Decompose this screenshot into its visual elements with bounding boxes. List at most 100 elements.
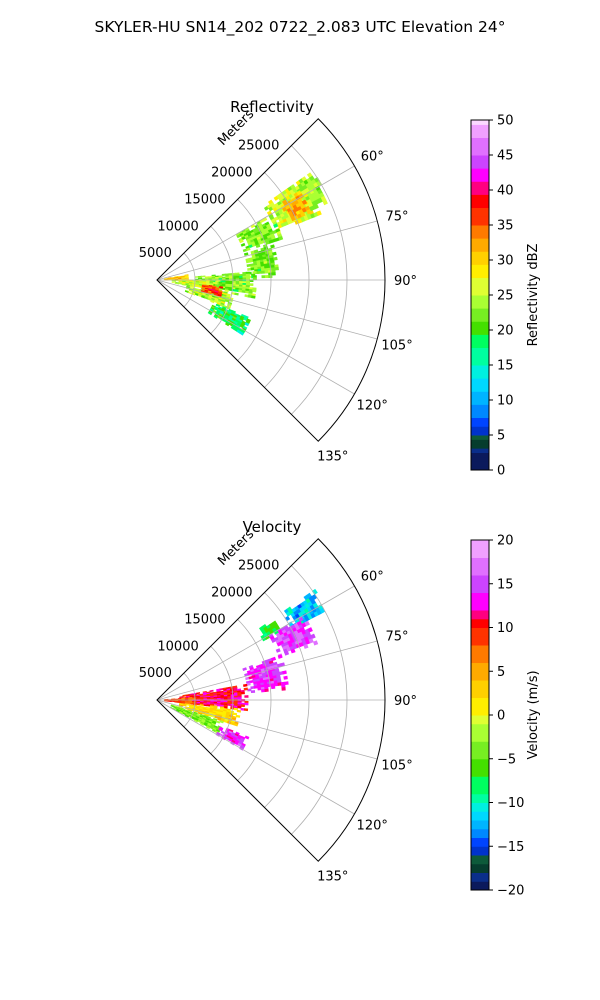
echo-cell — [322, 199, 328, 206]
echo-cell — [175, 280, 180, 282]
colorbar-swatch — [471, 286, 489, 292]
echo-cell — [181, 702, 186, 704]
colorbar-tick-label: 10 — [497, 394, 514, 409]
echo-cell — [274, 682, 279, 687]
colorbar-label: Velocity (m/s) — [526, 670, 541, 759]
colorbar-swatch — [471, 837, 489, 843]
colorbar-swatch — [471, 159, 489, 165]
echo-cell — [174, 282, 180, 285]
colorbar-swatch — [471, 211, 489, 217]
echo-cell — [303, 643, 309, 649]
colorbar-swatch — [471, 238, 489, 244]
colorbar-swatch — [471, 303, 489, 309]
colorbar-swatch — [471, 351, 489, 357]
echo-cell — [234, 292, 239, 296]
echo-cell — [223, 706, 228, 709]
colorbar-swatch — [471, 260, 489, 265]
colorbar-tick-label: −5 — [497, 752, 516, 767]
colorbar-tick-label: 30 — [497, 254, 514, 269]
colorbar-swatch — [471, 264, 489, 270]
colorbar-swatch — [471, 290, 489, 296]
colorbar-swatch — [471, 308, 489, 314]
echo-cell — [261, 689, 266, 693]
echo-cell — [284, 651, 290, 656]
colorbar-tick-label: 15 — [497, 359, 514, 374]
echo-cell — [201, 286, 206, 289]
colorbar-swatch — [471, 601, 489, 607]
panel-title: Reflectivity — [230, 98, 314, 116]
echo-cell — [164, 700, 169, 702]
colorbar-swatch — [471, 386, 489, 392]
angle-tick-label: 135° — [317, 870, 348, 885]
panel-title: Velocity — [243, 518, 302, 536]
colorbar-swatch — [471, 548, 489, 554]
colorbar-swatch — [471, 417, 489, 423]
sector-outline — [156, 118, 386, 442]
echo-cell — [261, 275, 266, 279]
echo-cell — [244, 702, 249, 706]
colorbar-swatch — [471, 658, 489, 664]
echo-cell — [233, 723, 239, 727]
echo-cell — [209, 689, 214, 693]
colorbar-swatch — [471, 343, 489, 349]
echo-cell — [240, 691, 245, 695]
colorbar-swatch — [471, 347, 489, 353]
echo-cell — [275, 648, 281, 653]
echo-cell — [167, 700, 172, 703]
colorbar-swatch — [471, 369, 489, 375]
colorbar-swatch — [471, 820, 489, 825]
echo-cell — [215, 720, 221, 724]
colorbar-swatch — [471, 295, 489, 300]
echo-layer — [164, 172, 328, 336]
echo-cell — [270, 685, 276, 690]
echo-cell — [203, 704, 208, 707]
colorbar-tick-label: 35 — [497, 219, 514, 234]
colorbar-swatch — [471, 828, 489, 834]
echo-cell — [185, 703, 191, 706]
colorbar-swatch — [471, 855, 489, 860]
azimuth-line — [156, 279, 355, 395]
echo-cell — [211, 291, 216, 294]
polar-grid — [156, 145, 385, 415]
radial-tick-label: 5000 — [139, 246, 172, 261]
colorbar-swatch — [471, 207, 489, 213]
echo-cell — [193, 719, 199, 723]
colorbar-swatch — [471, 645, 489, 650]
echo-cell — [195, 285, 200, 288]
colorbar-tick-label: 10 — [497, 621, 514, 636]
echo-cell — [184, 714, 190, 718]
echo-cell — [243, 708, 249, 712]
echo-cell — [210, 300, 215, 304]
colorbar-swatch — [471, 168, 489, 174]
echo-cell — [240, 704, 245, 708]
echo-cell — [255, 244, 261, 248]
colorbar-swatch — [471, 666, 489, 672]
colorbar-swatch — [471, 426, 489, 432]
colorbar-swatch — [471, 846, 489, 852]
colorbar-swatch — [471, 229, 489, 235]
colorbar-swatch — [471, 561, 489, 567]
echo-cell — [237, 705, 242, 709]
colorbar-swatch — [471, 448, 489, 454]
colorbar-swatch — [471, 859, 489, 865]
colorbar-swatch — [471, 281, 489, 287]
azimuth-line — [156, 220, 378, 281]
echo-cell — [250, 267, 255, 271]
colorbar-tick-label: 15 — [497, 577, 514, 592]
echo-cell — [244, 695, 249, 698]
echo-cell — [238, 289, 243, 293]
colorbar-swatch — [471, 811, 489, 817]
echo-cell — [261, 270, 266, 274]
colorbar-swatch — [471, 824, 489, 830]
azimuth-line — [156, 640, 378, 701]
echo-cell — [243, 687, 248, 691]
figure-title: SKYLER-HU SN14_202 0722_2.083 UTC Elevat… — [95, 18, 506, 37]
echo-cell — [233, 707, 238, 711]
colorbar-tick-label: 20 — [497, 324, 514, 339]
colorbar-swatch — [471, 653, 489, 659]
colorbar: 0 5 10 15 20 25 30 35 40 45 50 Reflectivity dBZ — [470, 114, 541, 479]
colorbar-swatch — [471, 732, 489, 738]
echo-cell — [184, 701, 189, 704]
colorbar-swatch — [471, 881, 489, 887]
echo-cell — [313, 203, 319, 210]
